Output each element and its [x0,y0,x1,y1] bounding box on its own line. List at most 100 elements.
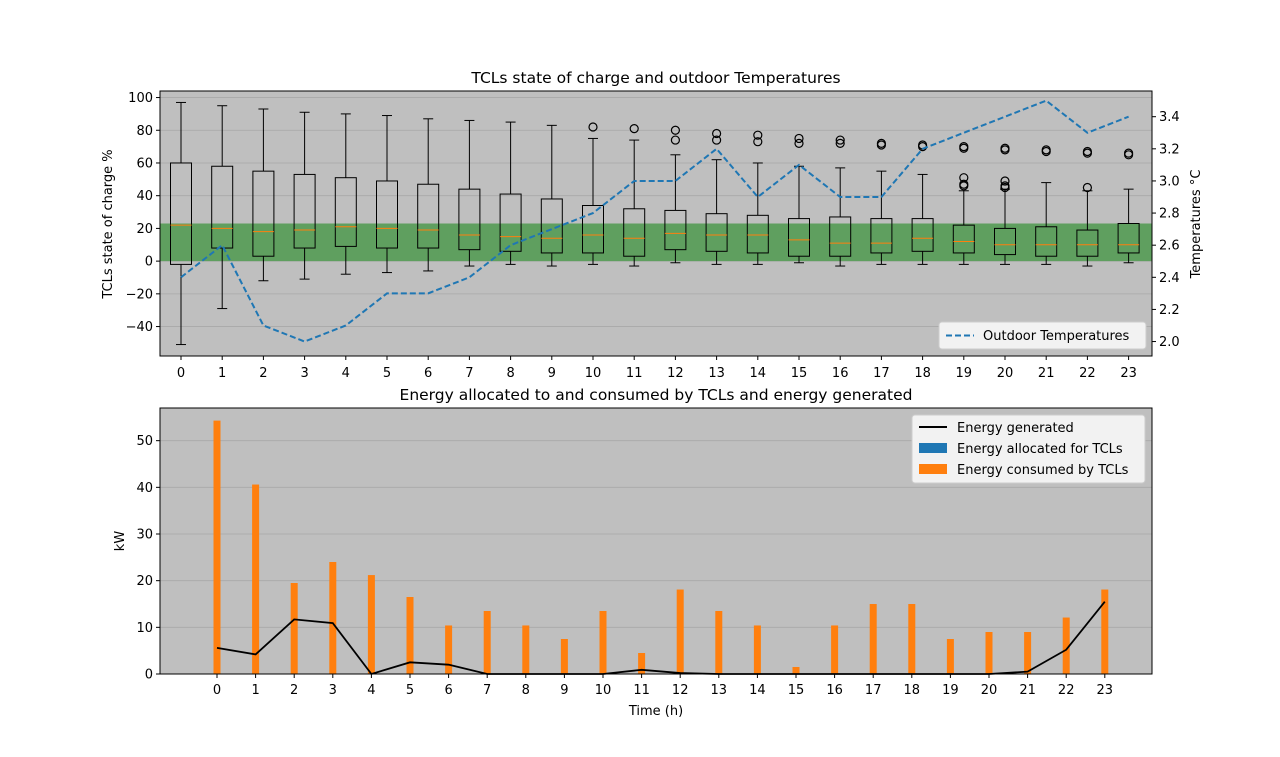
bar-consumed-15 [792,667,800,674]
box-iqr [252,170,275,257]
boxplot-7 [458,119,481,267]
outlier-point [588,122,598,132]
x-tick-label: 18 [914,366,931,381]
boxplot-14 [746,130,769,265]
x-tick-label: 20 [981,683,998,698]
boxplot-8 [499,121,522,265]
box-iqr [170,162,192,265]
box-iqr [1035,226,1058,257]
x-tick-label: 9 [560,683,568,698]
y-tick-label: 0 [145,668,153,683]
box-iqr [911,218,934,252]
bar-consumed-16 [831,625,839,674]
x-tick-label: 5 [383,366,391,381]
boxplot-12 [664,125,687,264]
box-iqr [376,180,398,249]
outlier-point [711,128,722,139]
bar-consumed-12 [676,589,684,674]
box-iqr [1076,229,1099,257]
y-tick-label: 50 [136,434,153,449]
y-right-tick-label: 2.4 [1159,271,1180,286]
bar-consumed-1 [252,484,260,674]
outlier-point [1000,176,1010,186]
box-iqr [540,198,563,254]
boxplot-2 [252,108,275,282]
x-tick-label: 4 [342,366,350,381]
y-label-bottom: kW [113,531,128,552]
x-tick-label: 17 [865,683,882,698]
x-tick-label: 7 [483,683,491,698]
box-iqr [334,177,357,247]
x-tick-label: 10 [595,683,612,698]
boxplot-3 [293,111,316,280]
outlier-point [670,125,681,135]
outlier-point [959,142,969,152]
bar-consumed-2 [290,583,298,674]
bar-consumed-17 [869,604,877,674]
box-iqr [458,188,481,251]
bar-consumed-9 [560,639,568,674]
y-tick-label: 100 [128,91,153,106]
x-tick-label: 1 [251,683,259,698]
box-iqr [994,227,1016,256]
legend-label-allocated: Energy allocated for TCLs [957,442,1123,457]
x-tick-label: 23 [1120,366,1137,381]
box-iqr [1117,223,1140,254]
x-tick-label: 1 [218,366,226,381]
boxplot-0 [170,101,192,346]
boxplot-17 [870,138,893,265]
y-tick-label: 10 [136,621,153,636]
bar-consumed-23 [1101,589,1109,674]
boxplot-16 [829,135,852,267]
legend-swatch-consumed [919,464,947,474]
boxplots [170,101,1140,346]
x-tick-label: 12 [667,366,684,381]
x-tick-label: 6 [444,683,452,698]
y-ticks-top: −40 −20 0 20 40 60 80 100 [126,91,160,335]
x-tick-label: 10 [585,366,602,381]
outlier-point [1000,143,1010,153]
boxplot-19 [952,142,975,265]
x-tick-label: 17 [873,366,890,381]
bar-consumed-0 [213,420,221,674]
box-iqr [623,208,646,257]
x-tick-label: 15 [791,366,808,381]
x-tick-label: 6 [424,366,432,381]
outlier-point [753,137,763,147]
outlier-point [670,135,681,145]
bar-consumed-21 [1024,632,1032,674]
x-tick-label: 5 [406,683,414,698]
outlier-point [1000,181,1010,191]
comfort-band [160,223,1152,262]
bar-consumed-13 [715,611,723,674]
y-tick-label: 40 [136,189,153,204]
box-iqr [211,165,234,249]
x-tick-label: 22 [1079,366,1096,381]
outlier-point [1082,182,1093,193]
x-tick-label: 9 [548,366,556,381]
legend-bottom: Energy generated Energy allocated for TC… [911,414,1146,484]
outlier-point [835,138,845,148]
y-right-tick-label: 3.4 [1159,110,1180,125]
y-ticks-bottom: 0 10 20 30 40 50 [136,434,160,683]
boxplot-22 [1076,146,1099,267]
legend-frame-bottom [911,414,1146,484]
y-tick-label: 30 [136,528,153,543]
x-tick-label: 15 [788,683,805,698]
outlier-point [753,130,763,140]
x-tick-label: 16 [826,683,843,698]
y-tick-label: −40 [126,320,153,335]
outlier-point [1082,146,1093,157]
x-tick-label: 11 [626,366,643,381]
x-ticks-top: 0 1 2 3 4 5 6 7 8 9 10 11 12 13 14 15 16 17 18 19 20 21 22 23 [177,356,1137,381]
boxplot-11 [623,124,646,267]
bar-consumed-18 [908,604,916,674]
y-tick-label: 20 [136,222,153,237]
x-tick-label: 3 [329,683,337,698]
boxplot-1 [211,105,234,310]
x-tick-label: 8 [522,683,530,698]
bar-consumed-22 [1062,617,1070,674]
x-tick-label: 23 [1097,683,1114,698]
boxplot-10 [582,122,604,265]
legend-label-generated: Energy generated [957,421,1074,436]
